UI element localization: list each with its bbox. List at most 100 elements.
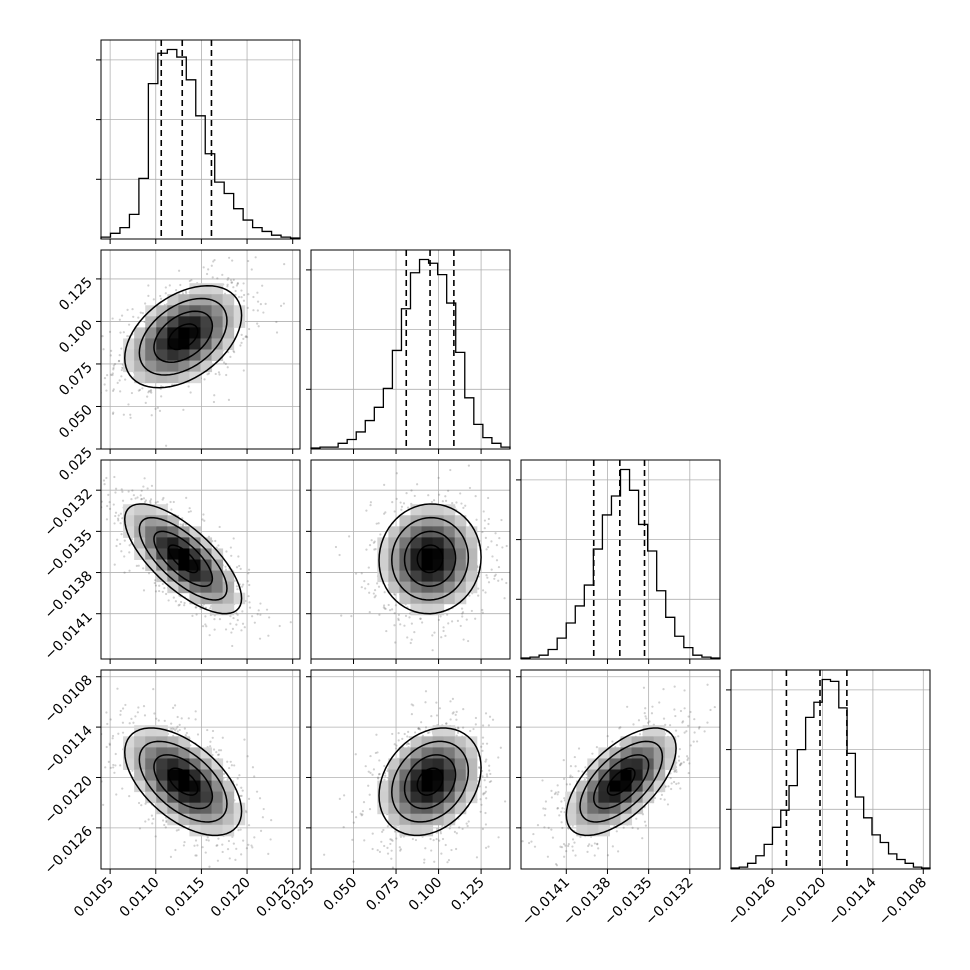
sample-point bbox=[217, 749, 221, 752]
sample-point bbox=[351, 838, 354, 841]
density-cell bbox=[211, 769, 224, 782]
sample-point bbox=[405, 743, 408, 746]
scatter-panel-2-4: 0.025 0.050 0.075 0.100 0.125 bbox=[278, 669, 511, 914]
sample-point bbox=[444, 495, 447, 498]
sample-point bbox=[236, 618, 239, 622]
sample-point bbox=[149, 501, 152, 504]
density-cell bbox=[156, 349, 168, 362]
density-cell bbox=[465, 526, 478, 538]
sample-point bbox=[447, 489, 450, 492]
density-cell bbox=[222, 570, 235, 583]
sample-point bbox=[111, 389, 115, 392]
sample-point bbox=[149, 500, 152, 503]
sample-point bbox=[236, 613, 239, 616]
sample-point bbox=[374, 751, 377, 755]
sample-point bbox=[255, 790, 259, 793]
density-cell bbox=[454, 559, 467, 572]
sample-point bbox=[206, 836, 209, 839]
sample-point bbox=[211, 276, 214, 279]
sample-point bbox=[177, 604, 180, 607]
sample-point bbox=[179, 600, 183, 604]
sample-point bbox=[138, 388, 142, 391]
sample-point bbox=[428, 731, 431, 734]
sample-point bbox=[245, 811, 248, 814]
sample-point bbox=[490, 568, 493, 571]
contour-line bbox=[123, 503, 243, 615]
sample-point bbox=[447, 859, 451, 862]
sample-point bbox=[403, 732, 406, 736]
sample-point bbox=[105, 745, 108, 749]
sample-point bbox=[130, 466, 132, 468]
density-cell bbox=[222, 338, 235, 350]
sample-point bbox=[154, 407, 157, 410]
sample-point bbox=[117, 732, 120, 735]
sample-point bbox=[442, 626, 445, 629]
sample-point bbox=[282, 302, 286, 305]
density-cell bbox=[167, 349, 179, 362]
sample-point bbox=[152, 817, 155, 821]
density-cell bbox=[156, 537, 168, 549]
sample-point bbox=[103, 377, 107, 380]
sample-point bbox=[238, 564, 241, 568]
density-cell bbox=[222, 305, 235, 317]
density-cell bbox=[233, 592, 246, 605]
sample-point bbox=[323, 853, 326, 856]
sample-point bbox=[451, 697, 455, 700]
sample-point bbox=[445, 722, 448, 725]
density-cell bbox=[167, 736, 179, 748]
sample-point bbox=[383, 512, 386, 515]
density-cell bbox=[200, 283, 213, 295]
sample-point bbox=[474, 723, 477, 726]
panel-frame bbox=[310, 249, 511, 450]
sample-point bbox=[352, 860, 355, 863]
sample-point bbox=[94, 503, 96, 505]
sample-point bbox=[218, 525, 221, 529]
sample-point bbox=[246, 580, 249, 583]
sample-point bbox=[143, 500, 147, 504]
sample-point bbox=[147, 572, 151, 575]
sample-point bbox=[256, 322, 259, 325]
sample-point bbox=[383, 844, 386, 848]
sample-point bbox=[275, 331, 279, 334]
sample-point bbox=[241, 789, 244, 792]
sample-point bbox=[497, 756, 500, 759]
sample-point bbox=[174, 848, 177, 852]
sample-point bbox=[206, 373, 209, 376]
histogram-panel-2 bbox=[306, 249, 511, 454]
sample-point bbox=[393, 743, 396, 746]
sample-point bbox=[361, 810, 364, 813]
density-cell bbox=[421, 581, 434, 594]
density-cell bbox=[134, 769, 146, 782]
sample-point bbox=[144, 802, 147, 805]
sample-point bbox=[355, 816, 358, 819]
sample-point bbox=[239, 794, 242, 798]
sample-point bbox=[122, 331, 125, 334]
sample-point bbox=[131, 769, 134, 772]
y-tick-label: −0.0120 bbox=[42, 773, 96, 827]
sample-point bbox=[240, 794, 243, 797]
sample-point bbox=[439, 832, 443, 835]
sample-point bbox=[226, 366, 229, 369]
sample-point bbox=[383, 778, 386, 781]
sample-point bbox=[384, 607, 387, 611]
density-cell bbox=[388, 581, 400, 594]
density-cell bbox=[189, 570, 201, 583]
sample-point bbox=[191, 614, 194, 617]
sample-point bbox=[121, 787, 124, 790]
sample-point bbox=[393, 825, 396, 828]
density-cell bbox=[189, 349, 201, 362]
sample-point bbox=[231, 627, 235, 630]
sample-point bbox=[437, 476, 440, 479]
sample-point bbox=[211, 876, 213, 878]
sample-point bbox=[120, 375, 123, 378]
sample-point bbox=[194, 839, 198, 842]
histogram-2 bbox=[310, 258, 511, 449]
sample-point bbox=[394, 604, 397, 607]
sample-point bbox=[489, 772, 492, 776]
sample-point bbox=[178, 603, 181, 606]
sample-point bbox=[468, 594, 471, 597]
sample-point bbox=[432, 839, 435, 842]
y-tick-label: 0.100 bbox=[56, 317, 96, 357]
sample-point bbox=[407, 730, 410, 733]
sample-point bbox=[448, 827, 451, 830]
